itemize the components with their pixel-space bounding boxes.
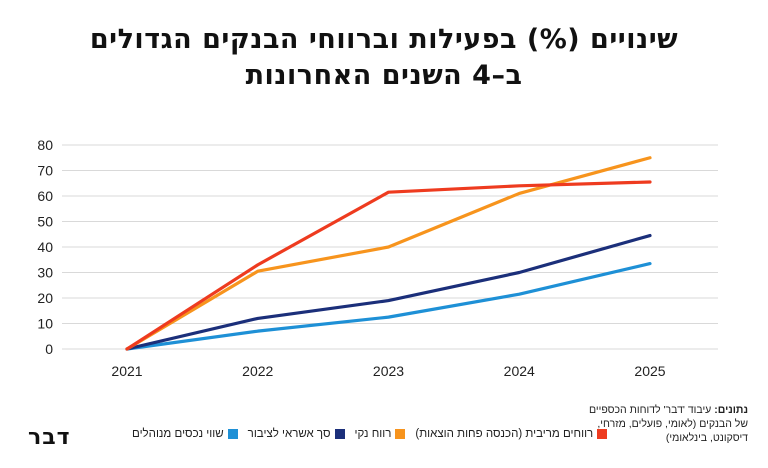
- y-tick-label: 80: [37, 137, 53, 153]
- series-lines: [125, 156, 652, 351]
- data-source-note: נתונים: עיבוד 'דבר' לדוחות הכספיים של הב…: [578, 403, 748, 445]
- legend-label-credit: סך אשראי לציבור: [247, 428, 331, 440]
- x-tick-label: 2025: [634, 363, 665, 379]
- legend-item-managed-assets: שווי נכסים מנוהלים: [132, 428, 238, 440]
- y-tick-label: 30: [37, 265, 53, 281]
- x-axis-ticks: 2021 2022 2023 2024 2025: [111, 363, 665, 379]
- y-tick-label: 40: [37, 239, 53, 255]
- legend-item-interest-income: רווחים מריבית (הכנסה פחות הוצאות): [415, 428, 608, 440]
- legend-label-interest-income: רווחים מריבית (הכנסה פחות הוצאות): [415, 428, 594, 440]
- legend-label-net-profit: רווח נקי: [354, 428, 392, 440]
- legend-swatch-interest-income: [597, 429, 608, 439]
- chart-title: שינויים (%) בפעילות וברווחי הבנקים הגדול…: [0, 22, 768, 94]
- publisher-logo: דבר: [28, 425, 71, 450]
- legend-swatch-credit: [334, 429, 345, 439]
- source-label: נתונים:: [714, 404, 748, 416]
- y-tick-label: 10: [37, 316, 53, 332]
- grid-lines: [62, 144, 718, 350]
- x-tick-label: 2022: [242, 363, 273, 379]
- y-tick-label: 60: [37, 188, 53, 204]
- x-tick-label: 2021: [111, 363, 142, 379]
- series-line: [125, 261, 652, 351]
- y-tick-label: 50: [37, 214, 53, 230]
- chart-title-line-1: שינויים (%) בפעילות וברווחי הבנקים הגדול…: [89, 24, 679, 55]
- x-tick-label: 2023: [373, 363, 404, 379]
- legend-label-managed-assets: שווי נכסים מנוהלים: [132, 428, 224, 440]
- chart-title-line-2: ב–4 השנים האחרונות: [245, 60, 523, 91]
- series-line: [125, 180, 652, 351]
- legend-swatch-managed-assets: [227, 429, 238, 439]
- series-line: [125, 156, 652, 351]
- series-line: [125, 233, 652, 351]
- chart-footer: דבר רווחים מריבית (הכנסה פחות הוצאות) רו…: [0, 395, 768, 468]
- y-tick-label: 70: [37, 163, 53, 179]
- y-tick-label: 20: [37, 290, 53, 306]
- chart-legend: רווחים מריבית (הכנסה פחות הוצאות) רווח נ…: [122, 428, 608, 440]
- legend-item-net-profit: רווח נקי: [355, 428, 406, 440]
- legend-swatch-net-profit: [395, 429, 406, 439]
- legend-item-credit: סך אשראי לציבור: [248, 428, 345, 440]
- y-axis-ticks: 0 10 20 30 40 50 60 70 80: [37, 137, 53, 357]
- source-text: עיבוד 'דבר' לדוחות הכספיים של הבנקים (לא…: [588, 404, 748, 444]
- line-chart: 0 10 20 30 40 50 60 70 80 2021 2022 2023 2024 2025: [37, 137, 718, 379]
- x-tick-label: 2024: [504, 363, 535, 379]
- y-tick-label: 0: [45, 341, 53, 357]
